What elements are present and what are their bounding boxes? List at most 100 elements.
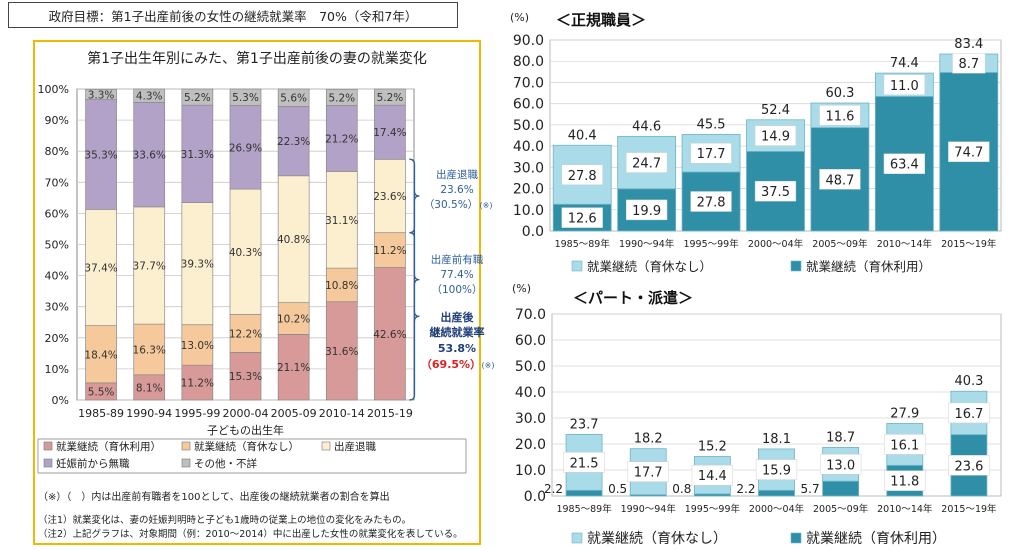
regular-ytick-label: 90.0 xyxy=(513,33,544,49)
left-data-label: 17.4% xyxy=(373,127,406,139)
part-data-label: 16.7 xyxy=(954,407,983,422)
part-legend-swatch xyxy=(571,532,583,544)
left-bar-segment xyxy=(325,171,358,269)
left-ytick-label: 90% xyxy=(45,114,69,127)
left-ytick-label: 10% xyxy=(45,363,69,376)
part-ytick-label: 70.0 xyxy=(515,307,546,323)
regular-total-label: 74.4 xyxy=(890,56,919,71)
part-label-bg xyxy=(627,461,669,482)
left-ytick-label: 80% xyxy=(45,145,69,158)
left-data-label: 31.3% xyxy=(181,149,214,161)
left-bar-segment xyxy=(181,104,214,203)
left-data-label: 5.2% xyxy=(184,92,211,104)
left-bar-segment xyxy=(181,202,214,326)
regular-legend-label: 就業継続（育休利用） xyxy=(806,259,931,274)
left-bar-segment xyxy=(133,374,166,401)
left-data-label: 31.1% xyxy=(325,215,358,227)
regular-legend-swatch xyxy=(790,260,802,272)
left-bar-segment xyxy=(85,325,117,384)
regular-label-bg xyxy=(561,164,603,186)
regular-label-bg xyxy=(754,125,797,146)
left-ytick-label: 20% xyxy=(45,332,69,345)
regular-xtick-label: 1990～94年 xyxy=(619,238,675,250)
part-label-bg xyxy=(884,434,926,455)
part-total-label: 18.2 xyxy=(634,432,663,447)
left-data-label: 5.2% xyxy=(377,92,404,104)
note-2: （注2）上記グラフは、対象期間（例：2010～2014）中に出産した女性の就業変… xyxy=(38,529,463,540)
left-bar-segment xyxy=(229,88,262,106)
left-data-label: 15.3% xyxy=(229,371,262,383)
left-bar-segment xyxy=(229,314,262,353)
part-ytick-label: 10.0 xyxy=(515,463,546,479)
part-legend-label: 就業継続（育休利用） xyxy=(806,530,946,547)
part-data-label: 21.5 xyxy=(570,456,599,471)
left-data-label: 13.0% xyxy=(181,340,214,352)
part-xtick-label: 2005～09年 xyxy=(813,503,869,515)
regular-label-bg xyxy=(819,169,861,190)
continue-mark: (※) xyxy=(482,361,495,370)
left-xtick-label: 2005-09 xyxy=(271,407,317,420)
regular-data-label: 37.5 xyxy=(761,185,790,200)
regular-data-label: 74.7 xyxy=(954,146,983,161)
left-legend-label: 出産退職 xyxy=(334,440,376,453)
left-bar-segment xyxy=(325,301,358,401)
prebirth-label: 出産前有職 xyxy=(431,253,484,266)
regular-ytick-label: 0.0 xyxy=(522,224,544,240)
left-bar-segment xyxy=(374,232,406,268)
left-xtick-label: 1985-89 xyxy=(78,407,124,420)
left-legend-swatch xyxy=(181,458,191,468)
regular-label-bg xyxy=(948,141,990,162)
regular-data-label: 63.4 xyxy=(890,158,919,173)
regular-ytick-label: 20.0 xyxy=(513,182,544,198)
left-xtick-label: 2010-14 xyxy=(319,407,365,420)
left-data-label: 26.9% xyxy=(229,142,262,154)
left-bar-segment xyxy=(85,99,117,210)
left-data-label: 42.6% xyxy=(373,329,406,341)
part-xtick-label: 2015～19年 xyxy=(941,503,997,515)
left-data-label: 21.2% xyxy=(325,133,358,145)
part-bar-segment xyxy=(565,489,603,497)
regular-ytick-label: 10.0 xyxy=(513,203,544,219)
regular-xtick-label: 2005～09年 xyxy=(812,238,868,250)
left-data-label: 4.3% xyxy=(136,91,163,103)
left-bar-segment xyxy=(229,352,262,401)
left-bar-segment xyxy=(277,302,310,335)
goal-text: 政府目標：第1子出産前後の女性の継続就業率 70%（令和7年） xyxy=(48,8,418,24)
part-data-label: 17.7 xyxy=(634,466,663,481)
continue-label-2: 継続就業率 xyxy=(430,325,485,339)
regular-legend-swatch xyxy=(571,260,583,272)
left-data-label: 33.6% xyxy=(133,150,166,162)
part-data-label: 2.2 xyxy=(544,482,563,496)
part-data-label: 13.0 xyxy=(826,458,855,473)
part-label-bg xyxy=(948,455,990,476)
left-ytick-label: 0% xyxy=(52,394,69,407)
left-data-label: 8.1% xyxy=(136,382,163,394)
left-data-label: 31.6% xyxy=(325,346,358,358)
part-title: ＜パート・派遣＞ xyxy=(573,289,693,307)
retire-mark: (※) xyxy=(480,201,493,210)
goal-banner: 政府目標：第1子出産前後の女性の継続就業率 70%（令和7年） xyxy=(8,2,458,28)
left-bar-segment xyxy=(229,188,262,315)
left-xtick-label: 2015-19 xyxy=(367,407,413,420)
regular-unit: (%) xyxy=(510,11,529,24)
part-data-label: 0.5 xyxy=(608,482,627,496)
part-legend-label: 就業継続（育休なし） xyxy=(587,530,727,547)
left-legend-label: 就業継続（育休利用） xyxy=(56,440,161,453)
part-bar-segment xyxy=(758,489,795,497)
left-data-label: 22.3% xyxy=(277,136,310,148)
regular-label-bg xyxy=(754,180,797,202)
part-data-label: 0.8 xyxy=(672,482,691,496)
regular-ytick-label: 40.0 xyxy=(513,139,544,155)
left-legend-swatch xyxy=(181,441,191,451)
prebirth-value: 77.4% xyxy=(440,269,473,281)
part-ytick-label: 60.0 xyxy=(515,333,546,349)
regular-data-label: 27.8 xyxy=(697,196,726,211)
part-total-label: 23.7 xyxy=(570,417,599,432)
left-data-label: 10.2% xyxy=(277,314,310,326)
part-label-bg xyxy=(755,459,798,480)
regular-label-bg xyxy=(561,207,603,228)
part-data-label: 11.8 xyxy=(890,475,919,490)
left-legend-swatch xyxy=(43,458,53,468)
regular-ytick-label: 50.0 xyxy=(513,118,544,134)
left-bar-segment xyxy=(374,158,406,234)
